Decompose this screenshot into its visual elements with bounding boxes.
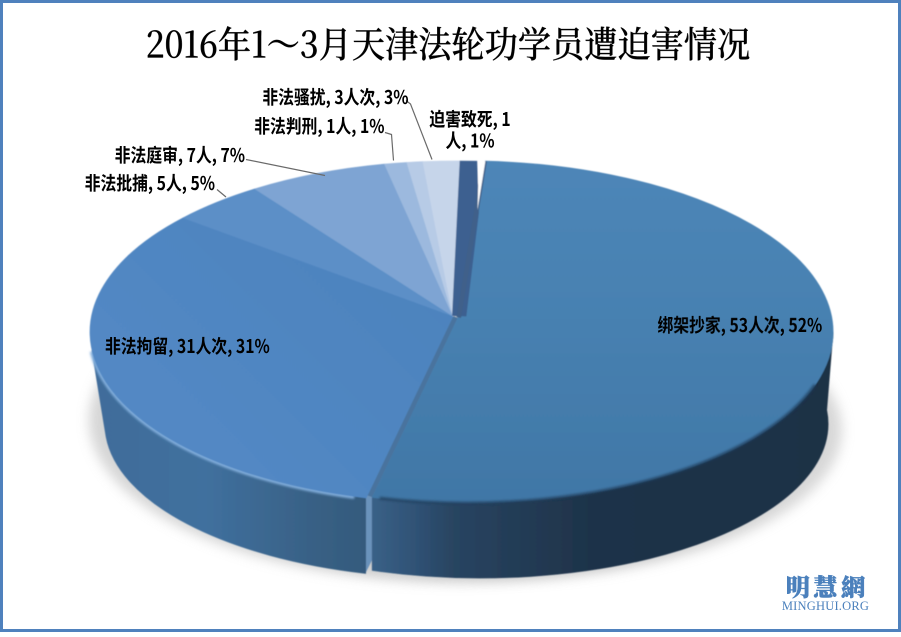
svg-text:MINGHUI.ORG: MINGHUI.ORG <box>782 599 869 613</box>
